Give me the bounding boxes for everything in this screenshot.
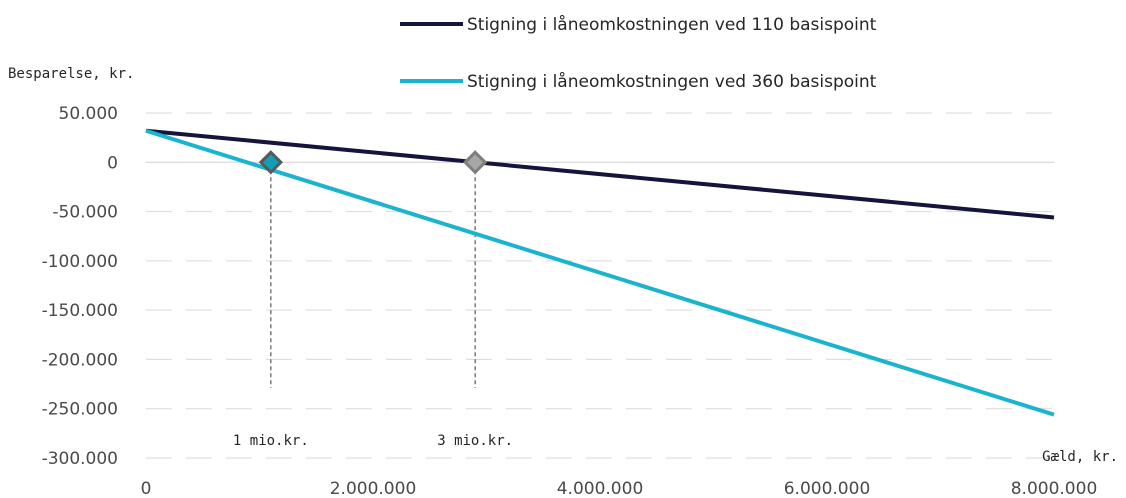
legend: Stigning i låneomkostningen ved 110 basi… bbox=[400, 14, 877, 92]
legend-label: Stigning i låneomkostningen ved 360 basi… bbox=[467, 71, 877, 92]
y-tick-label: -300.000 bbox=[42, 449, 118, 469]
breakeven-label: 3 mio.kr. bbox=[437, 433, 513, 449]
x-tick-label: 0 bbox=[141, 479, 152, 498]
y-tick-label: -250.000 bbox=[42, 400, 118, 420]
markers: 1 mio.kr. 3 mio.kr. bbox=[233, 150, 513, 449]
y-tick-label: -150.000 bbox=[42, 301, 118, 321]
y-tick-label: 0 bbox=[107, 153, 118, 173]
breakeven-marker bbox=[463, 150, 488, 175]
breakeven-label: 1 mio.kr. bbox=[233, 433, 309, 449]
legend-label: Stigning i låneomkostningen ved 110 basi… bbox=[467, 14, 877, 35]
x-tick-label: 4.000.000 bbox=[557, 479, 644, 498]
series-line-2 bbox=[145, 128, 1055, 417]
y-tick-label: -50.000 bbox=[52, 203, 118, 223]
series-lines bbox=[145, 128, 1055, 417]
drop-lines bbox=[270, 170, 476, 388]
x-axis-title: Gæld, kr. bbox=[1042, 449, 1118, 465]
gridlines bbox=[146, 112, 1054, 459]
y-tick-label: -200.000 bbox=[42, 350, 118, 370]
y-tick-label: 50.000 bbox=[59, 104, 118, 124]
tick-labels: 50.000 0 -50.000 -100.000 -150.000 -200.000 -2… bbox=[42, 104, 1098, 498]
y-tick-label: -100.000 bbox=[42, 252, 118, 272]
x-tick-label: 6.000.000 bbox=[784, 479, 871, 498]
breakeven-marker bbox=[258, 150, 283, 175]
x-tick-label: 8.000.000 bbox=[1011, 479, 1098, 498]
y-axis-title: Besparelse, kr. bbox=[8, 66, 134, 82]
series-line-1 bbox=[145, 128, 1055, 220]
x-tick-label: 2.000.000 bbox=[330, 479, 417, 498]
